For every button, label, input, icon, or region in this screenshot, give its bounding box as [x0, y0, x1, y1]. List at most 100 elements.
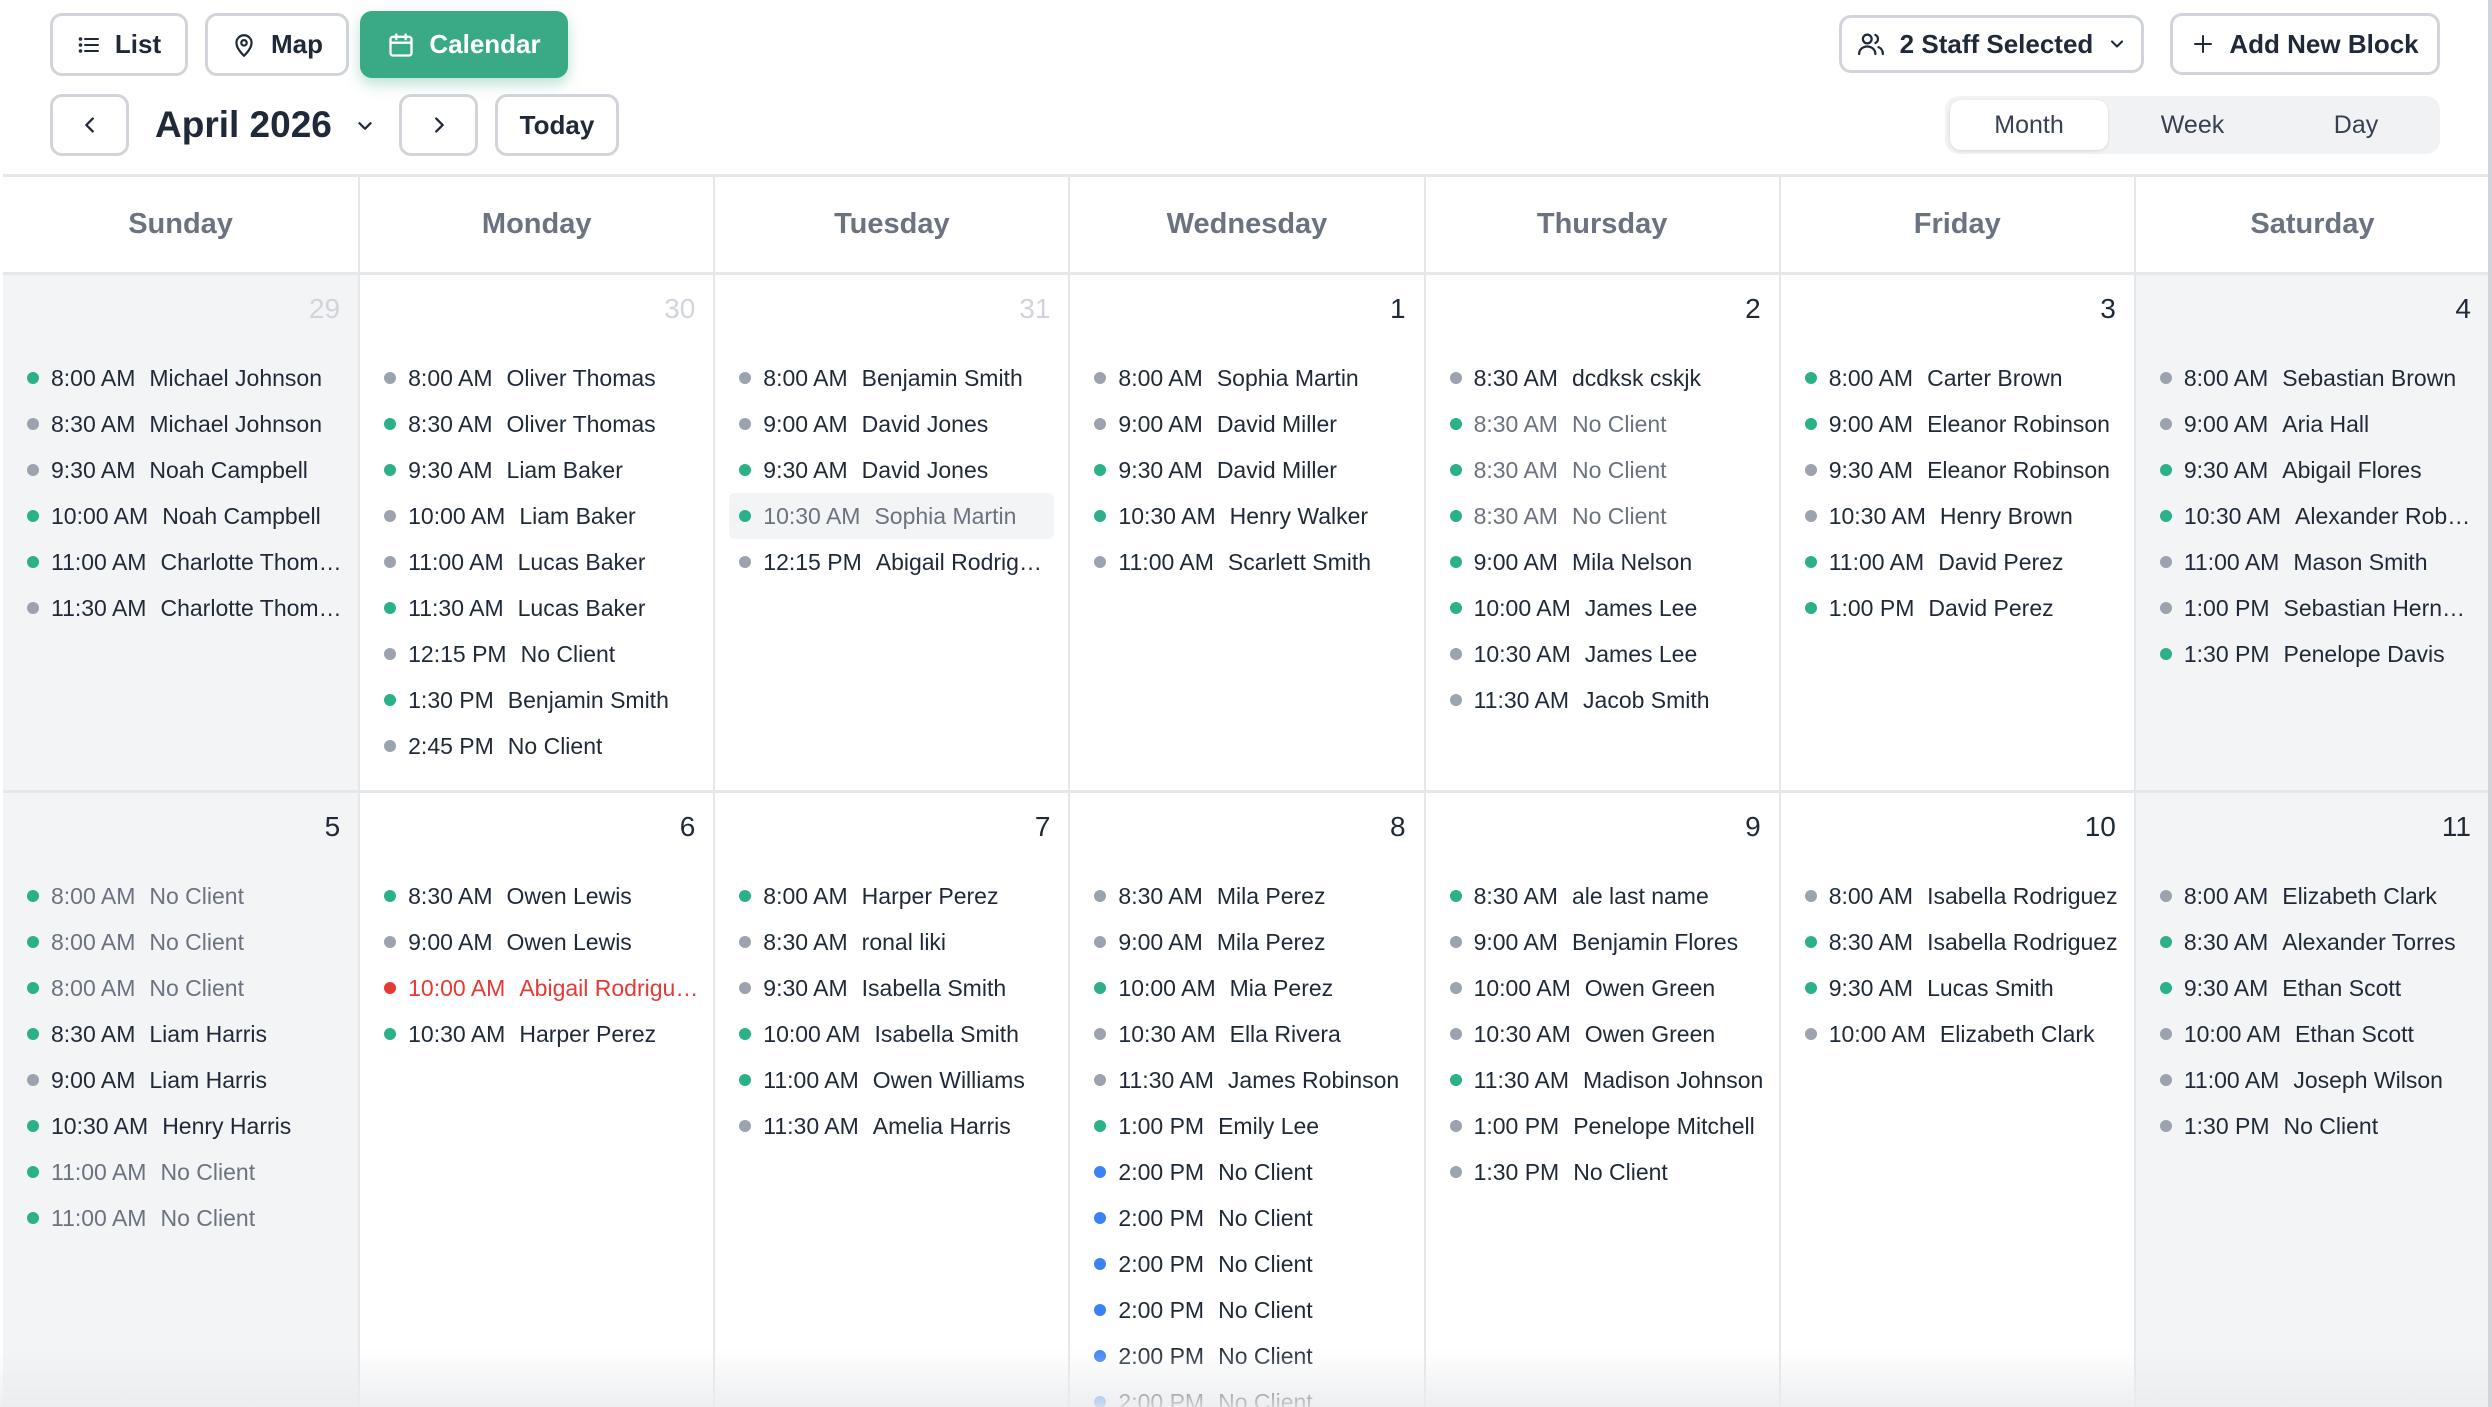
appointment-item[interactable]: 8:00 AM No Client	[17, 873, 344, 919]
appointment-item[interactable]: 10:30 AM Harper Perez	[374, 1011, 699, 1057]
next-month-button[interactable]	[399, 94, 478, 156]
appointment-item[interactable]: 11:00 AM No Client	[17, 1149, 344, 1195]
appointment-item[interactable]: 11:00 AM Lucas Baker	[374, 539, 699, 585]
appointment-item[interactable]: 9:30 AM Liam Baker	[374, 447, 699, 493]
day-cell[interactable]: 5 8:00 AM No Client 8:00 AM No Client 8:00 AM…	[3, 793, 359, 1407]
add-new-block-button[interactable]: Add New Block	[2170, 13, 2440, 75]
day-cell[interactable]: 11 8:00 AM Elizabeth Clark 8:30 AM Alexander…	[2133, 793, 2489, 1407]
appointment-item[interactable]: 2:00 PM No Client	[1084, 1241, 1409, 1287]
appointment-item[interactable]: 8:00 AM Carter Brown	[1795, 355, 2120, 401]
appointment-item[interactable]: 11:30 AM Charlotte Thomp…	[17, 585, 344, 631]
appointment-item[interactable]: 2:00 PM No Client	[1084, 1149, 1409, 1195]
appointment-item[interactable]: 11:00 AM Owen Williams	[729, 1057, 1054, 1103]
appointment-item[interactable]: 8:30 AM Owen Lewis	[374, 873, 699, 919]
today-button[interactable]: Today	[495, 94, 619, 156]
appointment-item[interactable]: 9:30 AM Isabella Smith	[729, 965, 1054, 1011]
appointment-item[interactable]: 11:30 AM Madison Johnson	[1440, 1057, 1765, 1103]
day-cell[interactable]: 8 8:30 AM Mila Perez 9:00 AM Mila Perez 10:00…	[1068, 793, 1424, 1407]
appointment-item[interactable]: 9:00 AM Owen Lewis	[374, 919, 699, 965]
appointment-item[interactable]: 9:00 AM David Miller	[1084, 401, 1409, 447]
appointment-item[interactable]: 9:30 AM Abigail Flores	[2150, 447, 2475, 493]
appointment-item[interactable]: 11:00 AM No Client	[17, 1195, 344, 1241]
appointment-item[interactable]: 2:00 PM No Client	[1084, 1195, 1409, 1241]
appointment-item[interactable]: 8:00 AM Sophia Martin	[1084, 355, 1409, 401]
appointment-item[interactable]: 8:00 AM Michael Johnson	[17, 355, 344, 401]
appointment-item[interactable]: 9:30 AM David Jones	[729, 447, 1054, 493]
appointment-item[interactable]: 8:00 AM Elizabeth Clark	[2150, 873, 2475, 919]
appointment-item[interactable]: 11:00 AM Mason Smith	[2150, 539, 2475, 585]
appointment-item[interactable]: 12:15 PM No Client	[374, 631, 699, 677]
appointment-item[interactable]: 8:30 AM No Client	[1440, 447, 1765, 493]
appointment-item[interactable]: 9:30 AM David Miller	[1084, 447, 1409, 493]
appointment-item[interactable]: 1:00 PM Emily Lee	[1084, 1103, 1409, 1149]
calendar-view-button[interactable]: Calendar	[360, 11, 568, 78]
appointment-item[interactable]: 8:30 AM Oliver Thomas	[374, 401, 699, 447]
day-cell[interactable]: 31 8:00 AM Benjamin Smith 9:00 AM David Jone…	[713, 275, 1069, 790]
appointment-item[interactable]: 8:00 AM No Client	[17, 965, 344, 1011]
appointment-item[interactable]: 11:00 AM David Perez	[1795, 539, 2120, 585]
appointment-item[interactable]: 8:00 AM Oliver Thomas	[374, 355, 699, 401]
appointment-item[interactable]: 10:30 AM Sophia Martin	[729, 493, 1055, 539]
appointment-item[interactable]: 8:00 AM Benjamin Smith	[729, 355, 1054, 401]
day-cell[interactable]: 6 8:30 AM Owen Lewis 9:00 AM Owen Lewis 10:00…	[358, 793, 714, 1407]
day-cell[interactable]: 3 8:00 AM Carter Brown 9:00 AM Eleanor Robin…	[1778, 275, 2134, 790]
map-view-button[interactable]: Map	[205, 13, 349, 76]
appointment-item[interactable]: 8:00 AM No Client	[17, 919, 344, 965]
appointment-item[interactable]: 10:00 AM Mia Perez	[1084, 965, 1409, 1011]
appointment-item[interactable]: 9:00 AM Mila Perez	[1084, 919, 1409, 965]
appointment-item[interactable]: 10:00 AM Ethan Scott	[2150, 1011, 2475, 1057]
appointment-item[interactable]: 1:00 PM Sebastian Herna…	[2150, 585, 2475, 631]
appointment-item[interactable]: 10:30 AM Ella Rivera	[1084, 1011, 1409, 1057]
appointment-item[interactable]: 1:30 PM No Client	[2150, 1103, 2475, 1149]
appointment-item[interactable]: 8:30 AM No Client	[1440, 493, 1765, 539]
day-cell[interactable]: 4 8:00 AM Sebastian Brown 9:00 AM Aria Hall 9…	[2133, 275, 2489, 790]
appointment-item[interactable]: 9:30 AM Ethan Scott	[2150, 965, 2475, 1011]
appointment-item[interactable]: 2:45 PM No Client	[374, 723, 699, 769]
appointment-item[interactable]: 11:30 AM Jacob Smith	[1440, 677, 1765, 723]
appointment-item[interactable]: 11:00 AM Charlotte Thomp…	[17, 539, 344, 585]
appointment-item[interactable]: 10:30 AM Owen Green	[1440, 1011, 1765, 1057]
appointment-item[interactable]: 10:30 AM Henry Brown	[1795, 493, 2120, 539]
appointment-item[interactable]: 11:30 AM Amelia Harris	[729, 1103, 1054, 1149]
appointment-item[interactable]: 1:30 PM Penelope Davis	[2150, 631, 2475, 677]
appointment-item[interactable]: 10:00 AM Noah Campbell	[17, 493, 344, 539]
day-cell[interactable]: 10 8:00 AM Isabella Rodriguez 8:30 AM Isabel…	[1778, 793, 2134, 1407]
appointment-item[interactable]: 10:00 AM James Lee	[1440, 585, 1765, 631]
appointment-item[interactable]: 10:00 AM Abigail Rodriguez	[374, 965, 699, 1011]
appointment-item[interactable]: 9:30 AM Eleanor Robinson	[1795, 447, 2120, 493]
appointment-item[interactable]: 8:30 AM ronal liki	[729, 919, 1054, 965]
month-picker[interactable]: April 2026	[155, 100, 376, 150]
appointment-item[interactable]: 1:30 PM Benjamin Smith	[374, 677, 699, 723]
appointment-item[interactable]: 9:00 AM Aria Hall	[2150, 401, 2475, 447]
appointment-item[interactable]: 11:00 AM Scarlett Smith	[1084, 539, 1409, 585]
appointment-item[interactable]: 9:00 AM Mila Nelson	[1440, 539, 1765, 585]
appointment-item[interactable]: 12:15 PM Abigail Rodriguez	[729, 539, 1054, 585]
appointment-item[interactable]: 2:00 PM No Client	[1084, 1287, 1409, 1333]
appointment-item[interactable]: 9:00 AM Liam Harris	[17, 1057, 344, 1103]
appointment-item[interactable]: 8:00 AM Harper Perez	[729, 873, 1054, 919]
appointment-item[interactable]: 9:00 AM David Jones	[729, 401, 1054, 447]
appointment-item[interactable]: 9:00 AM Benjamin Flores	[1440, 919, 1765, 965]
previous-month-button[interactable]	[50, 94, 129, 156]
appointment-item[interactable]: 10:30 AM Henry Walker	[1084, 493, 1409, 539]
appointment-item[interactable]: 1:00 PM Penelope Mitchell	[1440, 1103, 1765, 1149]
appointment-item[interactable]: 10:00 AM Elizabeth Clark	[1795, 1011, 2120, 1057]
day-cell[interactable]: 2 8:30 AM dcdksk cskjk 8:30 AM No Client 8:30…	[1423, 275, 1779, 790]
day-cell[interactable]: 1 8:00 AM Sophia Martin 9:00 AM David Miller…	[1068, 275, 1424, 790]
list-view-button[interactable]: List	[50, 13, 188, 76]
day-cell[interactable]: 30 8:00 AM Oliver Thomas 8:30 AM Oliver Thom…	[358, 275, 714, 790]
mode-week[interactable]: Week	[2160, 110, 2225, 139]
appointment-item[interactable]: 8:30 AM Isabella Rodriguez	[1795, 919, 2120, 965]
appointment-item[interactable]: 10:00 AM Isabella Smith	[729, 1011, 1054, 1057]
staff-select-dropdown[interactable]: 2 Staff Selected	[1839, 15, 2144, 73]
appointment-item[interactable]: 9:30 AM Lucas Smith	[1795, 965, 2120, 1011]
appointment-item[interactable]: 9:30 AM Noah Campbell	[17, 447, 344, 493]
appointment-item[interactable]: 1:30 PM No Client	[1440, 1149, 1765, 1195]
appointment-item[interactable]: 10:00 AM Liam Baker	[374, 493, 699, 539]
appointment-item[interactable]: 8:30 AM dcdksk cskjk	[1440, 355, 1765, 401]
appointment-item[interactable]: 11:00 AM Joseph Wilson	[2150, 1057, 2475, 1103]
appointment-item[interactable]: 10:30 AM Henry Harris	[17, 1103, 344, 1149]
day-cell[interactable]: 9 8:30 AM ale last name 9:00 AM Benjamin Flo…	[1423, 793, 1779, 1407]
appointment-item[interactable]: 10:00 AM Owen Green	[1440, 965, 1765, 1011]
appointment-item[interactable]: 2:00 PM No Client	[1084, 1333, 1409, 1379]
